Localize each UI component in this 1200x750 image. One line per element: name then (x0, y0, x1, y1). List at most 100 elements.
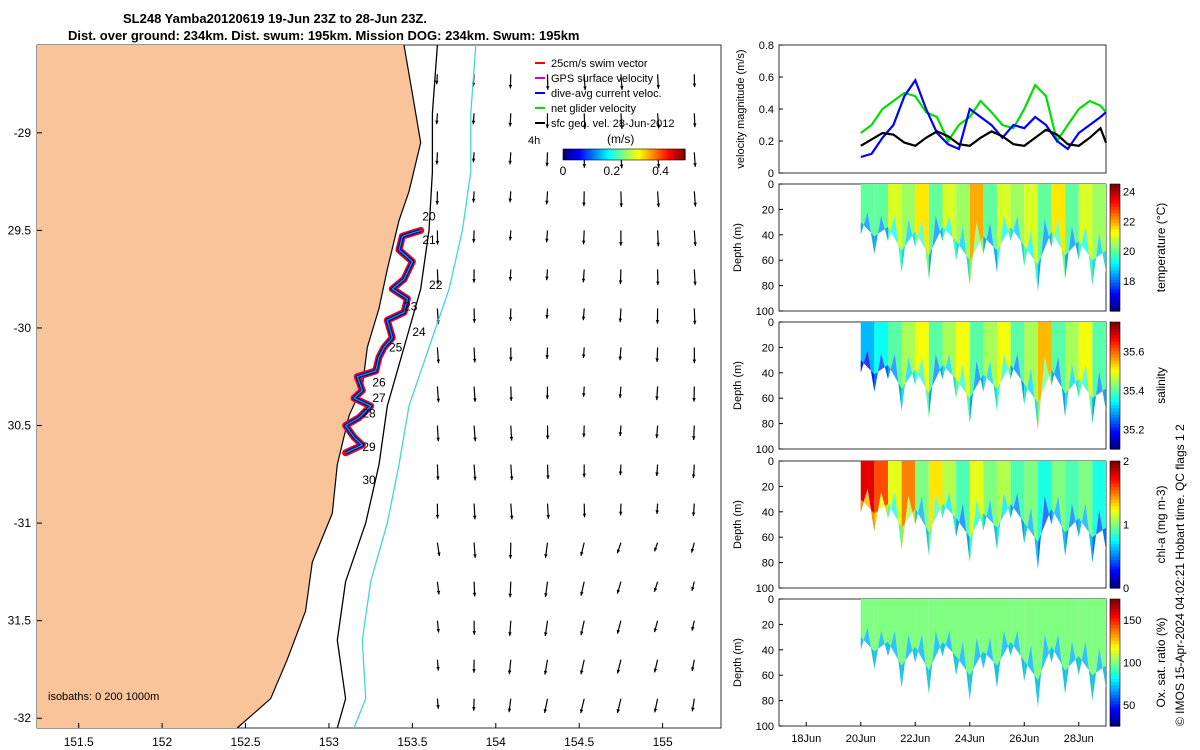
section-colorbar-tick: 35.4 (1123, 385, 1144, 397)
section-deep-shading (1051, 495, 1066, 557)
section-colorbar-cell (1110, 637, 1120, 641)
velocity-arrowhead (436, 398, 441, 403)
section-curtain (983, 461, 997, 550)
section-colorbar-cell (1110, 298, 1120, 303)
section-curtain (860, 184, 875, 254)
velocity-arrowhead (436, 437, 440, 442)
colorbar-cell (583, 149, 586, 160)
section-colorbar-cell (1110, 694, 1120, 699)
section-colorbar-cell (1110, 514, 1120, 519)
map-y-tick-label: -31 (14, 516, 32, 530)
velocity-arrowhead (509, 357, 513, 361)
depth-tick-label: 80 (762, 558, 774, 570)
colorbar-cell (603, 149, 607, 160)
velocity-arrowhead (655, 472, 659, 477)
section-colorbar-cell (1110, 193, 1120, 198)
map-y-tick-label: -29 (14, 126, 32, 140)
section-deep-shading (969, 360, 984, 424)
velocity-arrowhead (692, 359, 697, 364)
velocity-arrowhead (436, 628, 440, 633)
section-deep-shading (1065, 640, 1079, 695)
velocity-arrowhead (618, 318, 623, 323)
section-colorbar-cell (1110, 420, 1120, 425)
section-deep-shading (888, 630, 902, 688)
colorbar-cell (626, 149, 629, 160)
section-curtain (1037, 461, 1052, 569)
section-deep-shading (901, 495, 916, 550)
velocity-arrowhead (435, 200, 439, 205)
section-curtain (1010, 184, 1025, 267)
colorbar-cell (640, 149, 643, 160)
section-colorbar-label: Ox. sat. ratio (%) (1154, 617, 1168, 707)
section-colorbar-cell (1110, 502, 1120, 507)
section-colorbar-cell (1110, 328, 1120, 333)
section-deep-shading (956, 363, 970, 424)
section-deep-shading (997, 630, 1011, 688)
section-deep-shading (1092, 509, 1106, 563)
velocity-arrowhead (508, 317, 513, 321)
section-colorbar-cell (1110, 391, 1120, 396)
isobath-1000m (353, 45, 477, 728)
velocity-arrowhead (471, 198, 476, 203)
colorbar-cell (615, 149, 619, 160)
colorbar-cell (674, 149, 678, 160)
section-deep-shading (874, 492, 888, 531)
velocity-arrowhead (653, 628, 658, 633)
velocity-magnitude-panel: 0 0.2 0.4 0.6 0.8 velocity magnitude (m/s) (735, 40, 1108, 180)
net-glider-velocity-track (345, 229, 421, 454)
section-colorbar-cell (1110, 473, 1120, 478)
section-curtain (901, 322, 916, 411)
map-y-tick-label: 29.5 (8, 223, 32, 237)
section-colorbar-tick: 150 (1123, 615, 1141, 627)
colorbar-cell (676, 149, 680, 160)
section-deep-shading (969, 499, 984, 563)
section-colorbar-cell (1110, 713, 1120, 718)
colorbar-cell (636, 149, 639, 160)
section-colorbar-cell (1110, 375, 1120, 380)
section-curtain (1051, 599, 1066, 695)
velocity-arrowhead (545, 435, 550, 440)
section-curtain (969, 461, 984, 563)
colorbar-cell (634, 149, 637, 160)
colorbar-cell (638, 149, 641, 160)
depth-tick-label: 20 (762, 481, 774, 493)
section-deep-shading (1078, 363, 1093, 424)
section-colorbar-cell (1110, 614, 1120, 619)
section-colorbar-cell (1110, 559, 1120, 564)
velocity-arrowhead (508, 593, 513, 598)
section-curtain (1092, 184, 1106, 286)
section-panel-salinity: 0 20 40 60 80 100 Depth (m) 35.2 35.4 35.6 salinit… (732, 317, 1168, 456)
depth-tick-label: 0 (768, 317, 774, 329)
section-colorbar-cell (1110, 575, 1120, 580)
colorbar-cell (668, 149, 672, 160)
velocity-arrowhead (471, 158, 476, 163)
velocity-arrowhead (507, 708, 512, 713)
section-colorbar-cell (1110, 480, 1120, 484)
section-curtain (1051, 322, 1066, 418)
section-colorbar-cell (1110, 553, 1120, 557)
section-colorbar-cell (1110, 263, 1120, 268)
section-curtain (956, 184, 970, 286)
velocity-arrowhead (473, 476, 477, 481)
velocity-arrowhead (692, 398, 696, 402)
depth-tick-label: 80 (762, 419, 774, 431)
velocity-arrowhead (692, 83, 697, 88)
velocity-arrowhead (616, 629, 621, 634)
section-curtain (874, 461, 888, 531)
section-curtain (983, 599, 997, 688)
section-curtain (888, 322, 902, 411)
section-curtain (942, 322, 957, 399)
colorbar-cell (670, 149, 674, 160)
section-deep-shading (1065, 363, 1079, 418)
depth-tick-label: 20 (762, 204, 774, 216)
colorbar-cell (628, 149, 631, 160)
section-colorbar-cell (1110, 499, 1120, 503)
velocity-arrowhead (472, 669, 476, 673)
section-panel-chl-a: 0 20 40 60 80 100 Depth (m) 0 1 2 chl-a (mg m-3) (732, 456, 1168, 595)
section-colorbar-tick: 20 (1123, 246, 1135, 258)
section-curtain (997, 322, 1011, 411)
velocity-arrowhead (472, 707, 476, 711)
section-curtain (1024, 599, 1038, 707)
